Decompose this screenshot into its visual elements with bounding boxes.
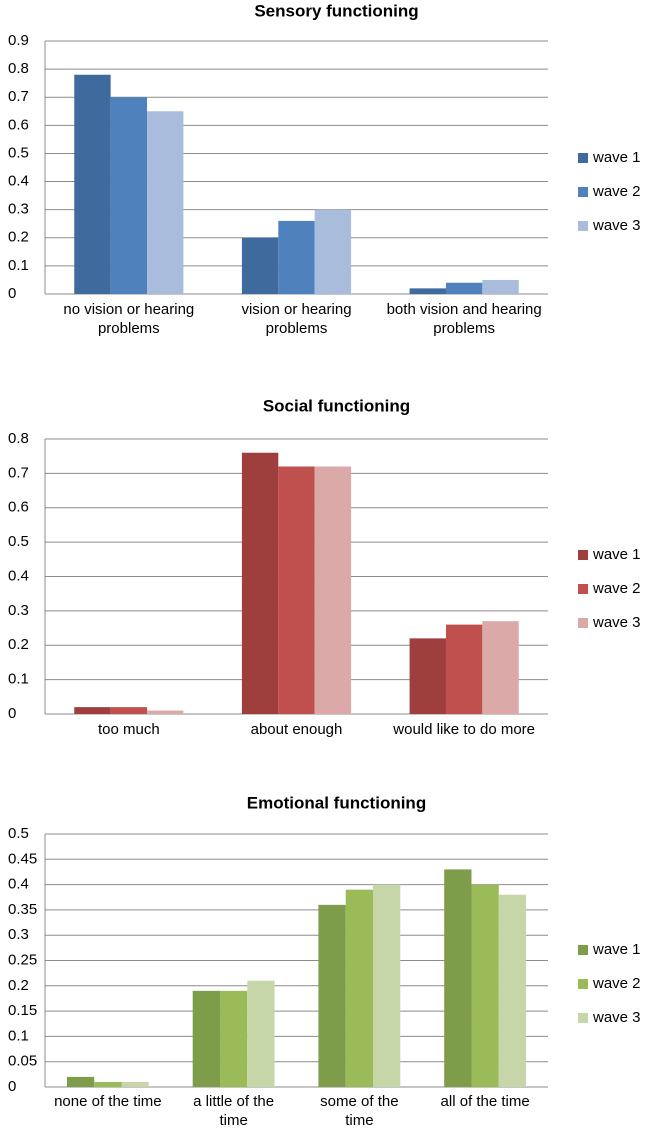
bar (147, 111, 184, 295)
y-tick-label: 0.8 (8, 430, 29, 447)
y-tick-label: 0.7 (8, 464, 29, 481)
x-tick-label: too much (97, 721, 160, 738)
bar (482, 279, 519, 294)
legend-swatch (578, 153, 588, 163)
bar (241, 452, 279, 714)
y-tick-label: 0.3 (8, 926, 29, 943)
legend-label: wave 2 (592, 580, 641, 597)
legend-swatch (578, 584, 588, 594)
legend-label: wave 3 (592, 1009, 641, 1026)
y-tick-label: 0.4 (8, 876, 29, 893)
y-tick-label: 0.5 (8, 825, 29, 842)
legend-label: wave 3 (592, 614, 641, 631)
bar (409, 638, 446, 714)
y-tick-label: 0.4 (8, 567, 29, 584)
y-tick-label: 0 (8, 1078, 16, 1095)
legend-swatch (578, 979, 588, 989)
y-tick-label: 0.4 (8, 173, 29, 190)
legend-label: wave 3 (592, 217, 641, 234)
y-tick-label: 0.6 (8, 116, 29, 133)
bar (471, 884, 499, 1087)
legend-swatch (578, 187, 588, 197)
y-tick-label: 0.2 (8, 977, 29, 994)
legend-label: wave 2 (592, 183, 641, 200)
y-tick-label: 0.1 (8, 1027, 29, 1044)
y-tick-label: 0.1 (8, 671, 29, 688)
x-tick-label: about enough (250, 721, 343, 738)
bar (314, 209, 352, 294)
legend-swatch (578, 1013, 588, 1023)
legend-label: wave 1 (592, 546, 641, 563)
y-tick-label: 0.35 (8, 901, 37, 918)
chart-title: Sensory functioning (254, 1, 418, 20)
y-tick-label: 0 (8, 285, 16, 302)
bar (74, 707, 111, 714)
x-tick-label: vision or hearing problems (241, 301, 352, 337)
legend-label: wave 1 (592, 149, 641, 166)
chart-title: Emotional functioning (247, 793, 426, 812)
y-tick-label: 0.9 (8, 32, 29, 49)
bar (345, 889, 374, 1087)
bar (409, 288, 446, 294)
bar (66, 1076, 95, 1087)
bar (147, 710, 184, 714)
y-tick-label: 0.2 (8, 636, 29, 653)
legend-label: wave 2 (592, 975, 641, 992)
bar (498, 894, 527, 1087)
bar (318, 904, 346, 1087)
bar (192, 990, 220, 1087)
y-tick-label: 0.8 (8, 60, 29, 77)
legend-swatch (578, 221, 588, 231)
chart-title: Social functioning (263, 396, 410, 415)
x-tick-label: would like to do more (393, 721, 536, 738)
bar (241, 237, 279, 294)
y-tick-label: 0.15 (8, 1002, 37, 1019)
x-tick-label: a little of the time (193, 1093, 275, 1129)
legend-swatch (578, 618, 588, 628)
x-tick-label: all of the time (440, 1093, 530, 1110)
y-tick-label: 0.7 (8, 88, 29, 105)
y-tick-label: 0.2 (8, 229, 29, 246)
y-tick-label: 0.5 (8, 144, 29, 161)
y-tick-label: 0.25 (8, 951, 37, 968)
bar (482, 621, 519, 714)
legend-swatch (578, 550, 588, 560)
y-tick-label: 0.3 (8, 201, 29, 218)
bar (219, 990, 248, 1087)
bar (94, 1081, 122, 1087)
y-tick-label: 0.45 (8, 850, 37, 867)
bar (445, 282, 483, 294)
y-tick-label: 0.3 (8, 602, 29, 619)
bar (121, 1081, 149, 1087)
x-tick-label: both vision and hearing problems (386, 301, 542, 337)
bar (247, 980, 275, 1087)
y-tick-label: 0.5 (8, 533, 29, 550)
legend-swatch (578, 945, 588, 955)
bar (110, 707, 148, 714)
bar (110, 97, 148, 294)
y-tick-label: 0.05 (8, 1053, 37, 1070)
bar (445, 624, 483, 714)
x-tick-label: none of the time (54, 1093, 162, 1110)
bar (278, 220, 315, 294)
x-tick-label: no vision or hearing problems (63, 301, 195, 337)
bar (278, 466, 315, 714)
y-tick-label: 0.6 (8, 499, 29, 516)
bar (74, 74, 111, 294)
bar (373, 884, 401, 1087)
y-tick-label: 0.1 (8, 257, 29, 274)
bar (314, 466, 352, 714)
y-tick-label: 0 (8, 705, 16, 722)
x-tick-label: some of the time (320, 1093, 399, 1129)
bar (444, 869, 472, 1087)
legend-label: wave 1 (592, 941, 641, 958)
